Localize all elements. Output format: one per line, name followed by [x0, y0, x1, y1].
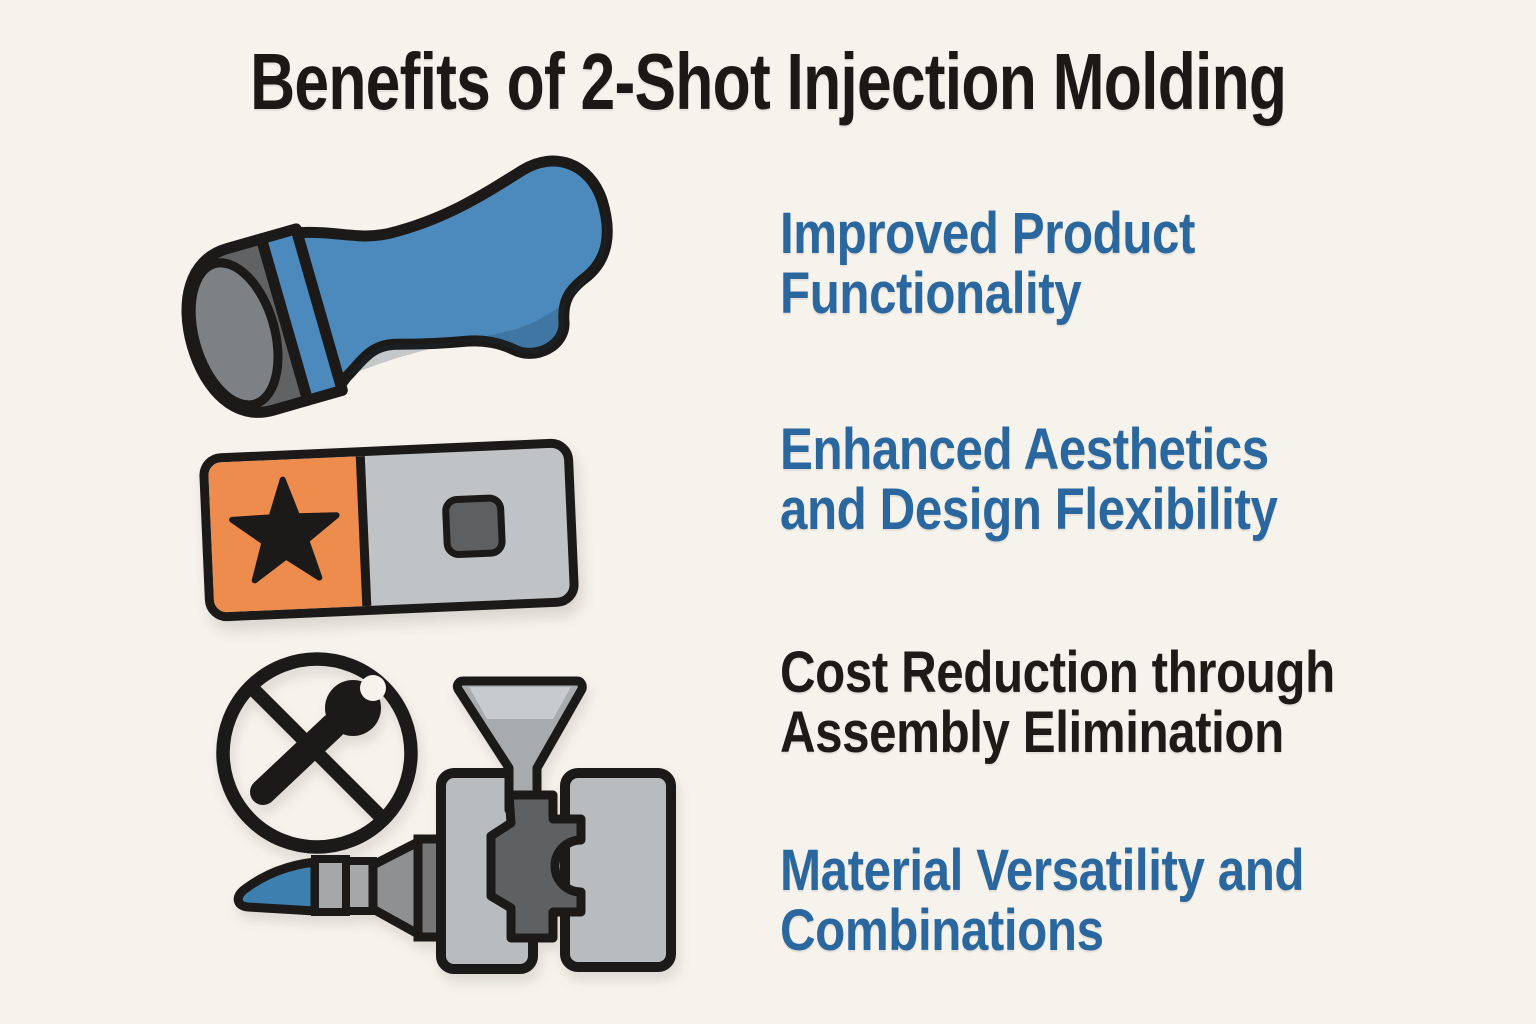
- page-title-text: Benefits of 2-Shot Injection Molding: [249, 37, 1287, 126]
- crossed-out-wrench-icon: [250, 675, 386, 805]
- benefit-line: Functionality: [780, 261, 1082, 327]
- benefit-item-enhanced-aesthetics: Enhanced Aesthetics and Design Flexibilit…: [780, 417, 1278, 543]
- nozzle-tip-shape: [233, 857, 320, 916]
- two-shot-tool-handle-icon: [181, 155, 613, 418]
- benefit-line: Assembly Elimination: [780, 700, 1284, 766]
- benefit-line: Cost Reduction through: [780, 640, 1335, 705]
- benefit-line: Combinations: [780, 898, 1104, 964]
- handle-body-shading: [346, 199, 608, 377]
- benefit-line: and Design Flexibility: [780, 477, 1278, 543]
- benefit-line: Improved Product: [780, 201, 1196, 266]
- injection-molding-machine-icon: [216, 652, 676, 974]
- nozzle-cone-shape: [368, 837, 423, 939]
- star-icon: [228, 476, 340, 584]
- two-material-part-illustration: [198, 437, 580, 623]
- page-title: Benefits of 2-Shot Injection Molding: [0, 42, 1536, 122]
- benefit-line: Material Versatility and: [780, 838, 1305, 903]
- part-orange-section: [207, 456, 371, 613]
- two-shot-tool-handle-illustration: [140, 105, 640, 465]
- prohibition-slash: [245, 681, 389, 825]
- nozzle-segment-1: [311, 855, 350, 916]
- benefit-item-improved-functionality: Improved Product Functionality: [780, 201, 1196, 327]
- hopper-funnel-highlight: [469, 687, 571, 719]
- wrench-jaw-notch: [360, 675, 386, 701]
- molded-puzzle-part-shape: [486, 790, 586, 943]
- button-icon: [441, 493, 507, 559]
- benefit-line: Enhanced Aesthetics: [780, 417, 1269, 482]
- benefit-item-cost-reduction: Cost Reduction through Assembly Eliminati…: [780, 640, 1335, 766]
- mold-block-right: [560, 768, 676, 972]
- handle-body-shape: [291, 155, 613, 391]
- wrench-handle: [250, 713, 346, 805]
- grip-cap-face: [186, 258, 283, 410]
- prohibition-circle: [216, 652, 418, 854]
- part-gray-section: [364, 447, 570, 606]
- benefit-item-material-versatility: Material Versatility and Combinations: [780, 838, 1305, 964]
- handle-ring-shape: [255, 223, 348, 406]
- no-assembly-icon: [216, 652, 418, 854]
- no-assembly-and-machine-illustration: [215, 640, 695, 1010]
- two-material-molded-part-icon: [198, 437, 580, 623]
